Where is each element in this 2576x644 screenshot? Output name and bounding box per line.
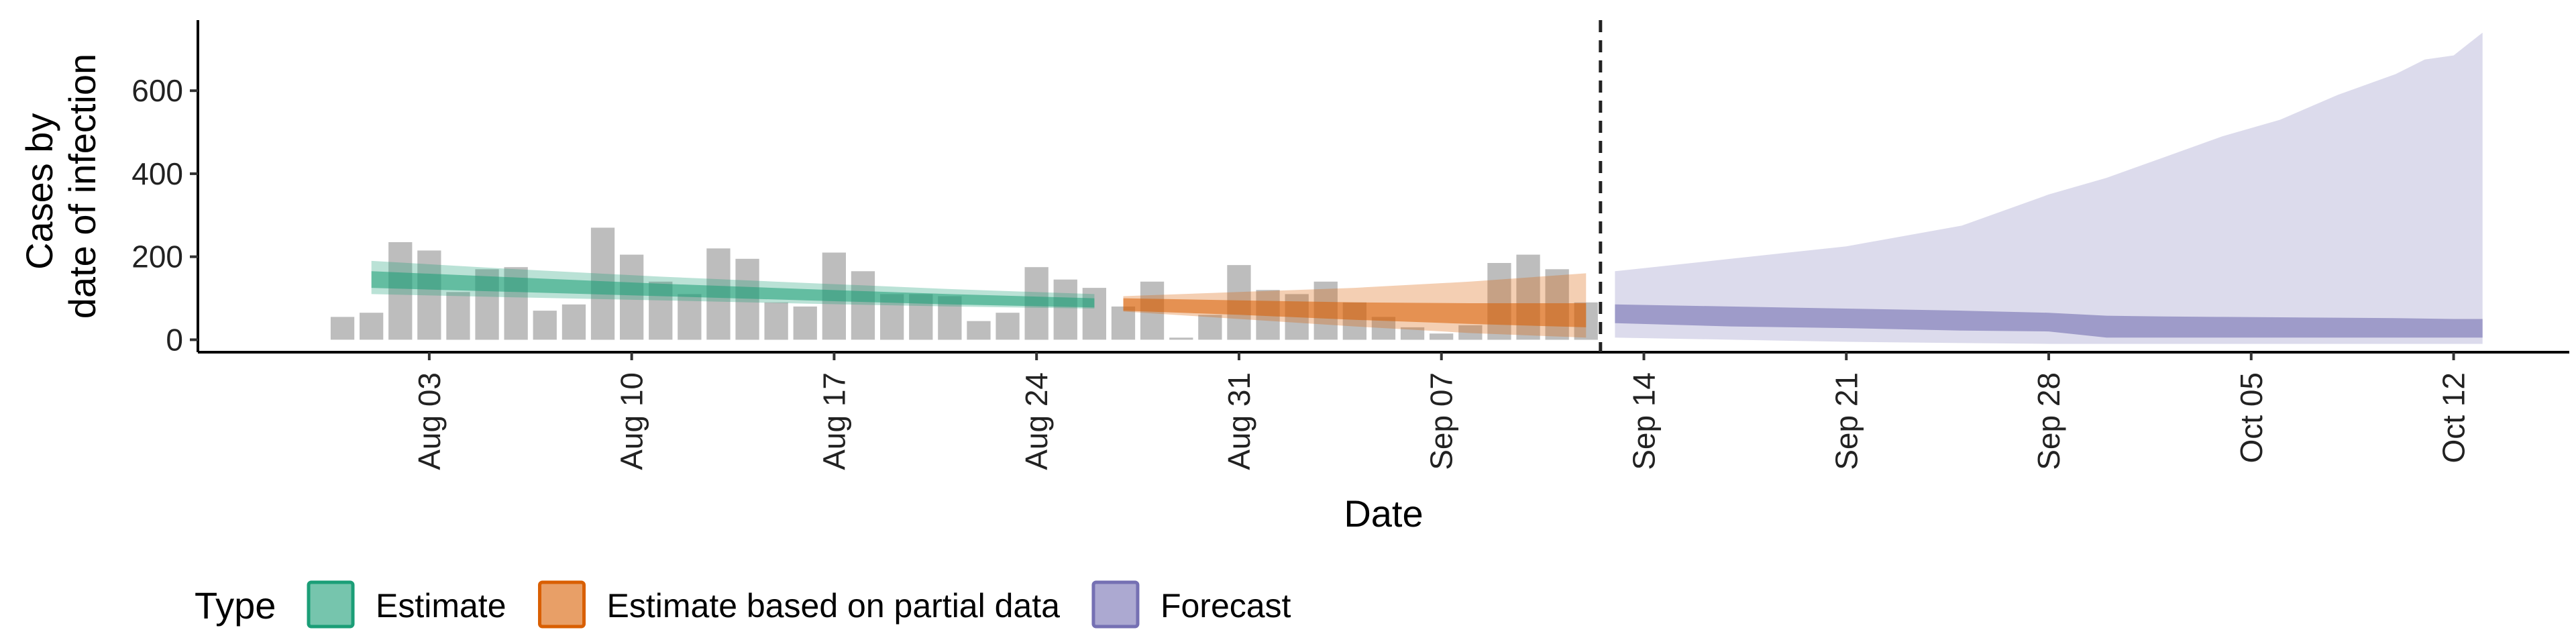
legend-label-1: Estimate based on partial data xyxy=(607,587,1061,625)
y-axis-title-line-2: date of infection xyxy=(61,54,103,319)
case-bar xyxy=(793,306,817,340)
case-bar xyxy=(996,313,1020,340)
y-tick-label: 200 xyxy=(131,239,183,274)
case-bar xyxy=(1082,288,1106,340)
case-bar xyxy=(678,294,702,340)
y-tick-label: 0 xyxy=(166,322,183,357)
case-bar xyxy=(1198,315,1222,340)
case-bar xyxy=(330,317,355,340)
case-bar xyxy=(620,254,644,340)
case-bar xyxy=(360,313,384,340)
case-bar xyxy=(1111,306,1136,340)
case-bar xyxy=(1053,279,1077,340)
case-bar xyxy=(1430,333,1454,340)
band-inner-7570b3 xyxy=(1615,304,2483,338)
band-outer-7570b3 xyxy=(1615,32,2483,344)
band-inner-1b9e77 xyxy=(371,271,1095,308)
x-tick-label: Aug 24 xyxy=(1019,372,1054,470)
y-tick-label: 400 xyxy=(131,156,183,191)
case-bar xyxy=(561,304,586,340)
case-bar xyxy=(533,311,557,340)
legend-key-0 xyxy=(307,580,355,629)
x-tick-label: Aug 03 xyxy=(412,372,447,470)
legend-key-2 xyxy=(1091,580,1140,629)
case-bar xyxy=(967,321,991,340)
y-axis-title-line-1: Cases by xyxy=(18,113,60,270)
band-inner-d95f02 xyxy=(1123,298,1587,327)
y-tick-label: 600 xyxy=(131,73,183,108)
case-bar xyxy=(764,302,788,340)
y-axis-title: Cases by date of infection xyxy=(18,54,103,319)
x-tick-label: Oct 12 xyxy=(2436,372,2471,464)
case-bar xyxy=(446,292,470,340)
legend-key-1 xyxy=(538,580,586,629)
legend-label-0: Estimate xyxy=(376,587,506,625)
x-tick-label: Sep 14 xyxy=(1626,372,1661,470)
case-bar xyxy=(1487,263,1511,340)
case-bar xyxy=(1458,325,1483,340)
case-bar xyxy=(851,271,875,340)
x-tick-label: Aug 31 xyxy=(1222,372,1256,470)
case-bar xyxy=(388,242,413,340)
x-tick-label: Sep 07 xyxy=(1424,372,1459,470)
x-tick-label: Aug 17 xyxy=(816,372,851,470)
x-tick-label: Sep 21 xyxy=(1829,372,1864,470)
legend: Type Estimate Estimate based on partial d… xyxy=(195,580,1291,629)
case-bar xyxy=(735,258,759,340)
legend-title: Type xyxy=(195,584,276,627)
ticks-layer: 0 200 400 600 Aug 03 Aug 10 Aug 17 Aug 24 Aug 31… xyxy=(131,73,2471,470)
x-tick-label: Sep 28 xyxy=(2031,372,2066,470)
x-tick-label: Oct 05 xyxy=(2234,372,2269,464)
bands-layer xyxy=(371,32,2483,344)
x-axis-title: Date xyxy=(1344,492,1423,535)
case-bar xyxy=(1400,327,1425,340)
axes-layer xyxy=(197,20,2569,354)
case-bar xyxy=(1169,337,1193,340)
legend-label-2: Forecast xyxy=(1161,587,1291,625)
x-tick-label: Aug 10 xyxy=(614,372,649,470)
case-bar xyxy=(417,250,441,340)
